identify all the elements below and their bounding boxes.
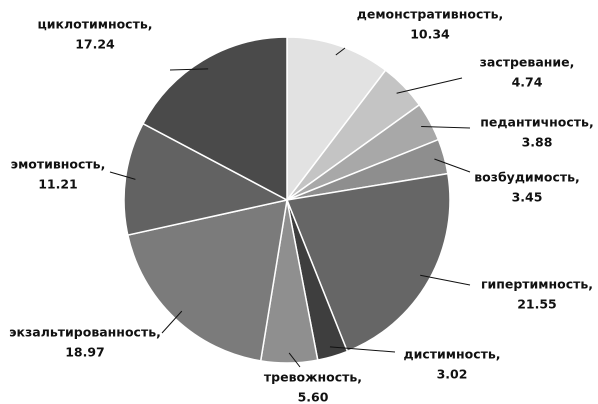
- pie-slice: [141, 36, 288, 202]
- pie-slice: [285, 172, 451, 353]
- category-label: застревание,: [480, 55, 575, 70]
- value-label: 10.34: [410, 27, 450, 42]
- value-label: 3.88: [522, 135, 553, 150]
- value-label: 3.02: [437, 367, 468, 382]
- category-label: педантичность,: [480, 115, 593, 130]
- leader-line: [434, 158, 471, 173]
- category-label: эмотивность,: [11, 157, 106, 172]
- category-label: тревожность,: [264, 370, 362, 385]
- leader-line: [169, 68, 209, 71]
- category-label: дистимность,: [403, 347, 500, 362]
- leader-line: [335, 47, 346, 56]
- value-label: 11.21: [38, 177, 78, 192]
- value-label: 3.45: [512, 190, 543, 205]
- leader-line: [420, 274, 471, 286]
- value-label: 17.24: [75, 37, 115, 52]
- category-label: возбудимость,: [474, 170, 580, 185]
- value-label: 5.60: [298, 390, 329, 404]
- leader-line: [161, 310, 183, 334]
- pie-slice: [286, 36, 387, 203]
- value-label: 18.97: [65, 345, 105, 360]
- category-label: демонстративность,: [357, 7, 504, 22]
- leader-line: [109, 171, 136, 180]
- value-label: 4.74: [512, 75, 543, 90]
- leader-line: [421, 125, 471, 129]
- value-label: 21.55: [517, 297, 557, 312]
- leader-line: [396, 77, 463, 94]
- leader-line: [329, 346, 396, 353]
- pie-slice: [123, 122, 290, 236]
- category-label: экзальтированность,: [9, 325, 161, 340]
- category-label: циклотимность,: [37, 17, 152, 32]
- leader-line: [288, 352, 301, 368]
- category-label: гипертимность,: [481, 277, 593, 292]
